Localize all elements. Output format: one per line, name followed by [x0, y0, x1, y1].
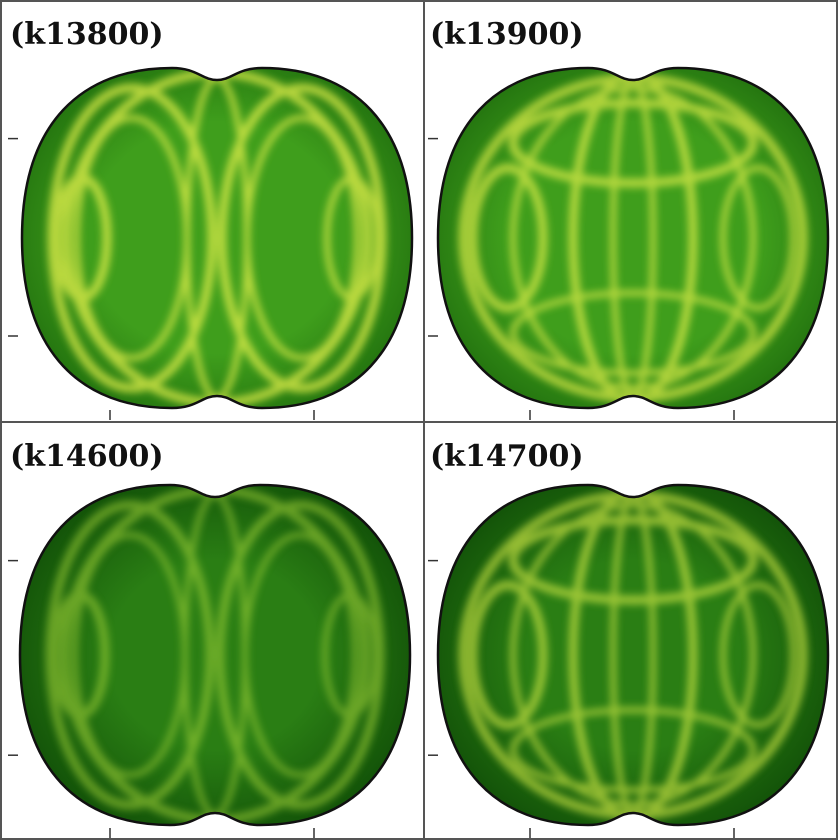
density-plot [22, 63, 412, 413]
panel-label: (k14700) [430, 439, 584, 474]
figure: (k13800) (k13900) (k14600) (k14700) [0, 0, 838, 840]
density-plot [20, 480, 410, 830]
panel-label: (k13900) [430, 17, 584, 52]
density-plot [438, 63, 828, 413]
density-fill [22, 63, 412, 413]
panel-label: (k13800) [10, 17, 164, 52]
background [438, 480, 828, 830]
panel-label: (k14600) [10, 439, 164, 474]
density-plot [438, 480, 828, 830]
background [438, 63, 828, 413]
density-fill [438, 63, 828, 413]
density-fill [438, 480, 828, 830]
density-fill [20, 480, 410, 830]
